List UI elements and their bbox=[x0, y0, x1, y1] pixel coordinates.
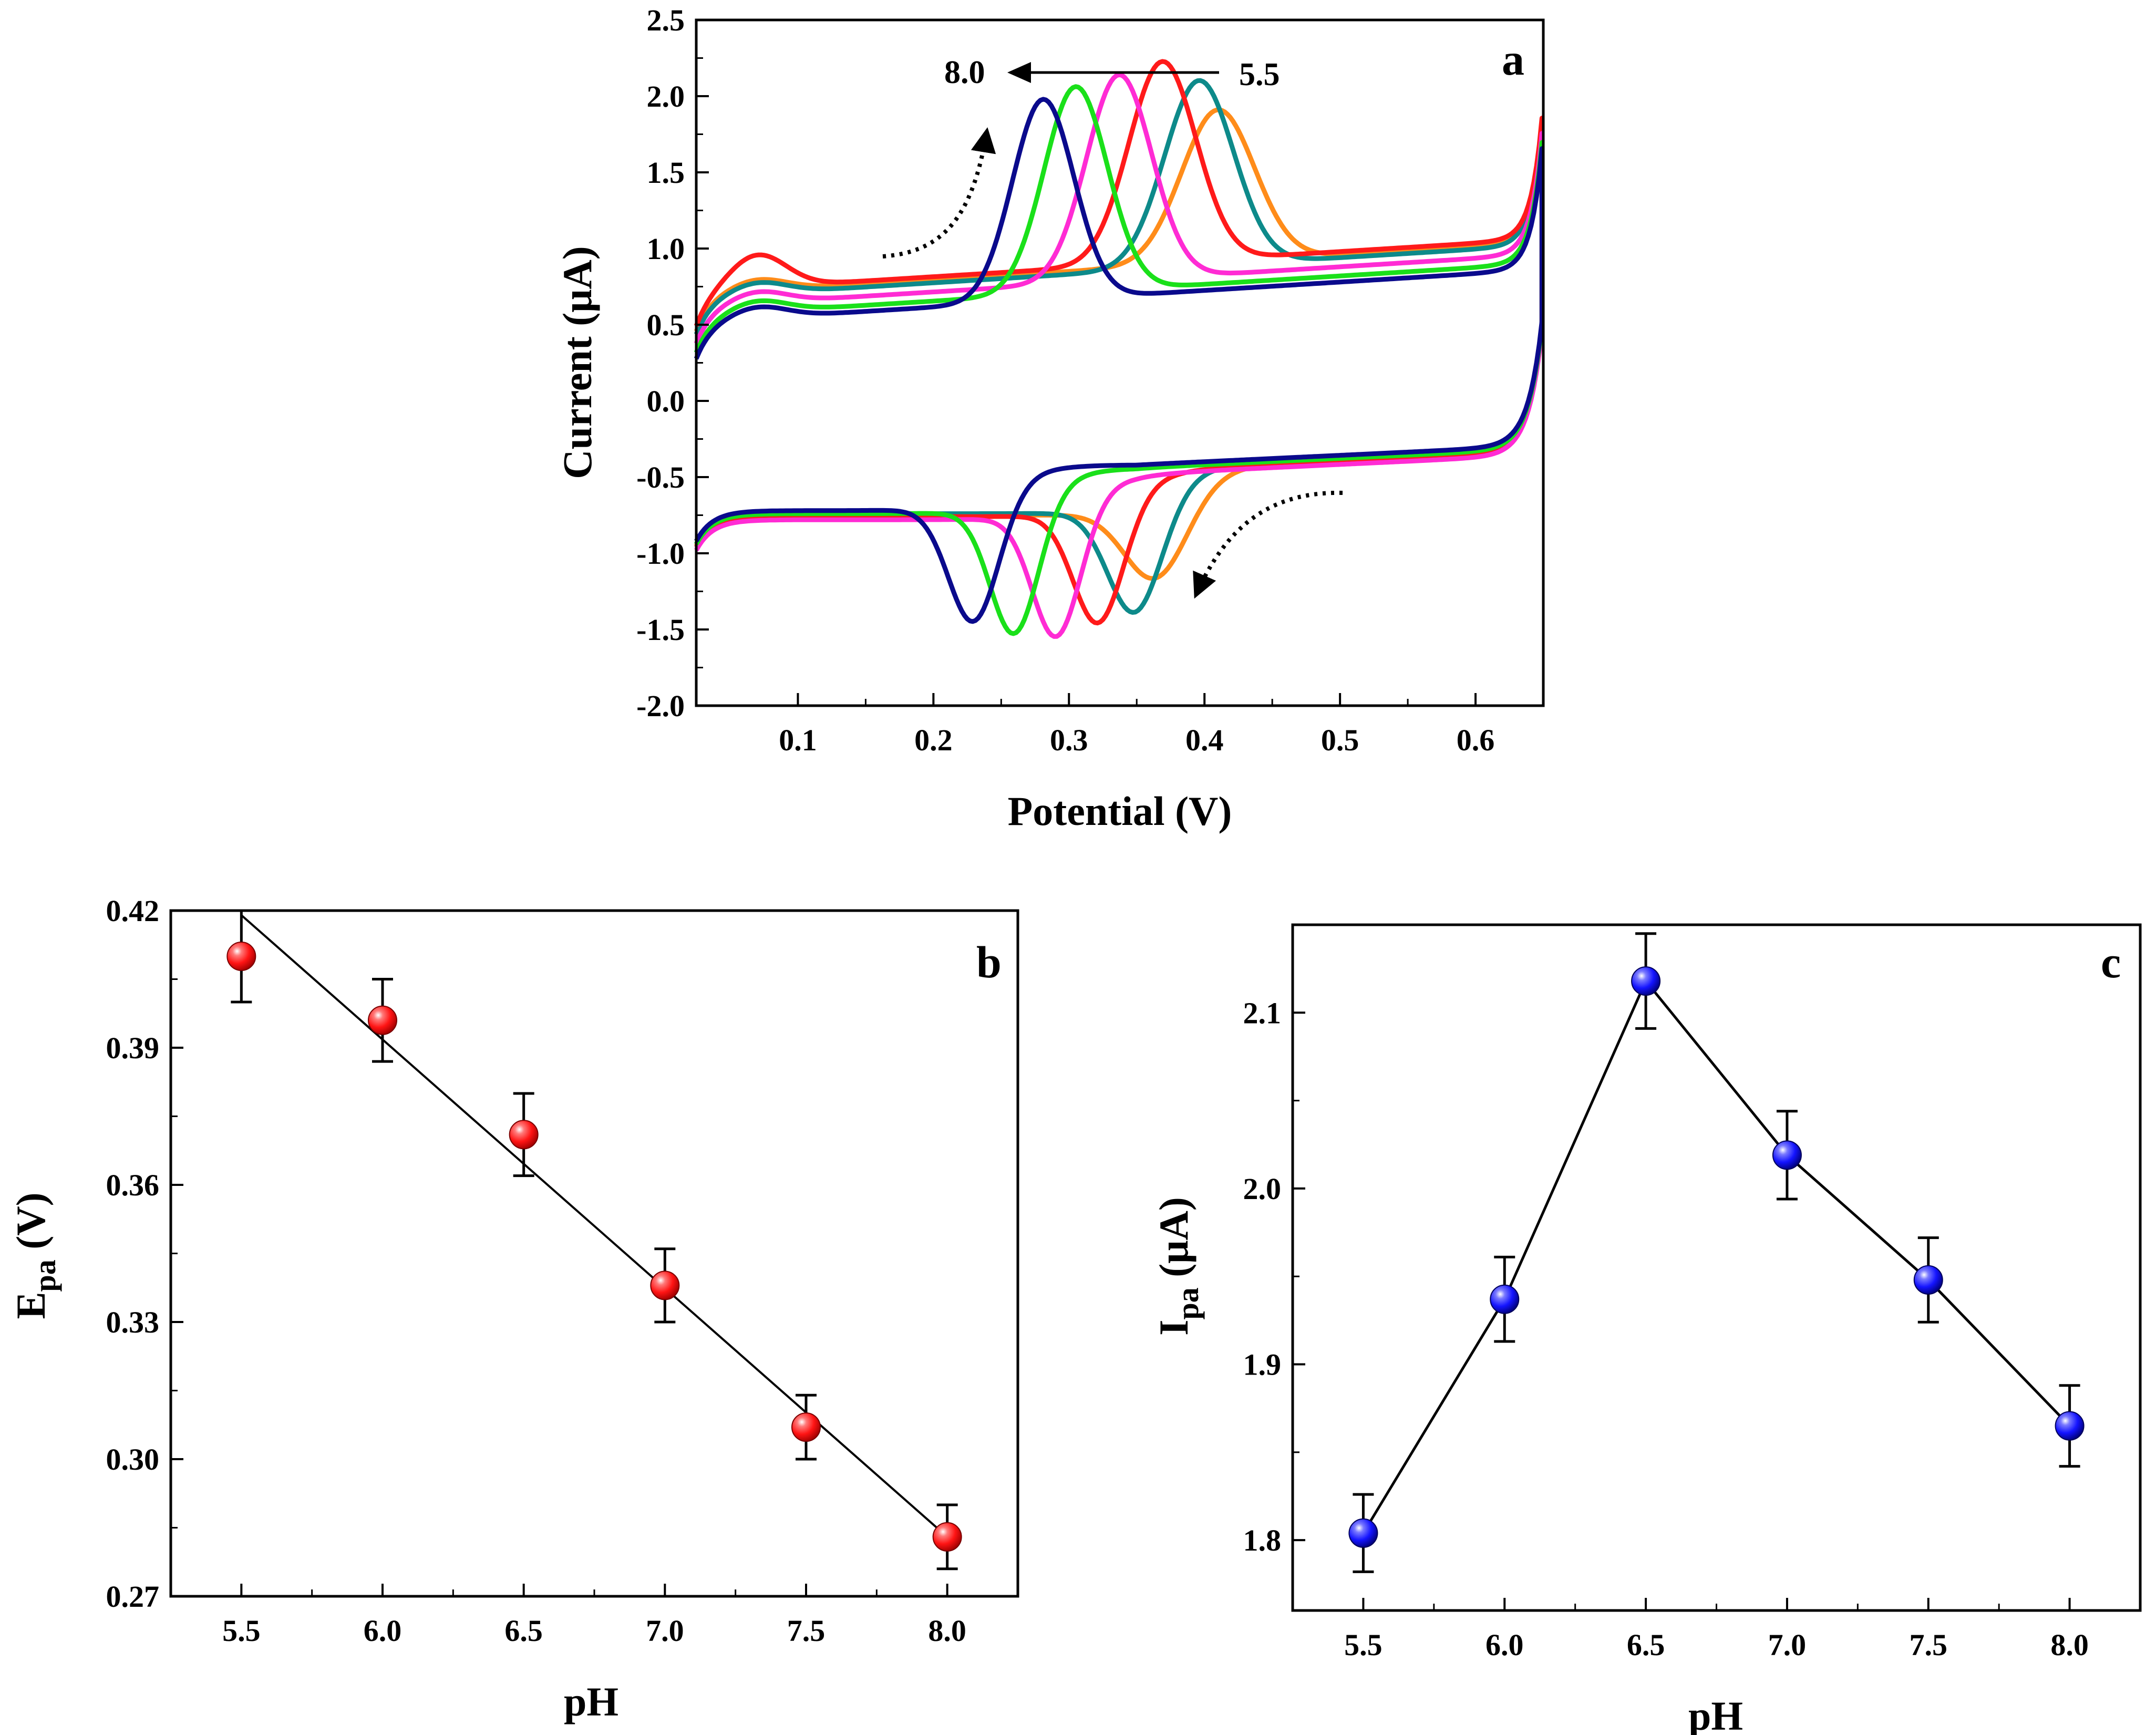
panel-b-data-point bbox=[226, 942, 256, 971]
panel-c-x-axis-title: pH bbox=[1688, 1693, 1743, 1735]
panel-b-y-tick-label: 0.36 bbox=[106, 1168, 160, 1202]
panel-a-y-tick-label: 1.0 bbox=[647, 232, 685, 266]
panel-c-y-title-suffix: A) bbox=[1151, 1197, 1196, 1240]
panel-b-x-tick-label: 7.5 bbox=[787, 1614, 826, 1648]
panel-c-y-title-prefix: ( bbox=[1151, 1264, 1196, 1287]
panel-a-x-tick-label: 0.5 bbox=[1321, 723, 1359, 757]
ph-start-label: 5.5 bbox=[1239, 57, 1280, 92]
panel-a-y-tick-label: 1.5 bbox=[647, 156, 685, 190]
panel-a-x-tick-label: 0.3 bbox=[1050, 723, 1088, 757]
panel-a-x-tick-label: 0.2 bbox=[914, 723, 953, 757]
panel-b-y-title-main: E bbox=[8, 1292, 54, 1319]
panel-b-y-title-suffix: (V) bbox=[8, 1192, 54, 1259]
cv-curve-ph-6-0 bbox=[694, 78, 1544, 615]
ph-end-label: 8.0 bbox=[944, 55, 985, 90]
panel-a-curves bbox=[694, 59, 1544, 639]
panel-c-ticks: 5.5 6.0 6.5 7.0 7.5 8.0 1.8 1.9 2.0 2.1 bbox=[1243, 996, 2089, 1662]
panel-a-x-tick-label: 0.6 bbox=[1457, 723, 1495, 757]
panel-b-y-tick-label: 0.39 bbox=[106, 1031, 160, 1065]
panel-c-x-tick-label: 6.0 bbox=[1486, 1628, 1524, 1662]
cathodic-scan-direction-arrow bbox=[1193, 490, 1343, 599]
panel-a-x-tick-label: 0.4 bbox=[1185, 723, 1224, 757]
panel-b-data-point bbox=[932, 1522, 962, 1552]
panel-c-y-title-main: I bbox=[1151, 1319, 1196, 1335]
panel-c-y-tick-label: 1.9 bbox=[1243, 1348, 1282, 1382]
panel-b-data-point bbox=[509, 1120, 539, 1150]
panel-c-data-point bbox=[1913, 1265, 1943, 1295]
panel-a-x-axis-title: Potential (V) bbox=[1008, 788, 1232, 834]
panel-b-data-point bbox=[650, 1271, 680, 1300]
panel-c-x-tick-label: 7.5 bbox=[1910, 1628, 1948, 1662]
panel-b-linear-fit-line bbox=[241, 914, 948, 1538]
panel-b-y-axis-title: Epa (V) bbox=[8, 1192, 62, 1319]
panel-b-x-tick-label: 8.0 bbox=[928, 1614, 966, 1648]
panel-a-y-title-mu: μ bbox=[554, 290, 600, 313]
panel-a-y-title-prefix: Current ( bbox=[554, 313, 600, 479]
panel-b-data bbox=[226, 909, 962, 1571]
panel-c-letter: c bbox=[2101, 937, 2121, 987]
panel-b-y-tick-label: 0.30 bbox=[106, 1442, 160, 1476]
panel-c-y-tick-label: 1.8 bbox=[1243, 1523, 1282, 1557]
panel-c-y-axis-title: Ipa (μA) bbox=[1151, 1197, 1205, 1336]
panel-b-data-point bbox=[791, 1412, 821, 1442]
panel-a-y-axis-title: Current (μA) bbox=[554, 246, 600, 479]
panel-c-y-title-mu: μ bbox=[1151, 1240, 1196, 1263]
panel-a-cyclic-voltammograms: 0.1 0.2 0.3 0.4 0.5 0.6 -2.0 -1.5 -1.0 -0.5 0.0 0.5… bbox=[554, 3, 1545, 834]
panel-c-x-tick-label: 7.0 bbox=[1768, 1628, 1807, 1662]
panel-a-x-tick-label: 0.1 bbox=[779, 723, 817, 757]
panel-b-ticks: 5.5 6.0 6.5 7.0 7.5 8.0 0.27 0.30 0.33 0.36 0.39 0.… bbox=[106, 894, 966, 1648]
panel-b-x-tick-label: 7.0 bbox=[646, 1614, 684, 1648]
panel-b-y-tick-label: 0.42 bbox=[106, 894, 160, 928]
panel-a-y-title-suffix: A) bbox=[554, 246, 600, 289]
panel-a-letter: a bbox=[1502, 34, 1524, 85]
panel-c-y-title-sub: pa bbox=[1171, 1287, 1205, 1319]
panel-c-data-point bbox=[1348, 1518, 1378, 1548]
panel-b-data-point bbox=[368, 1005, 397, 1035]
panel-a-y-tick-label: 2.5 bbox=[647, 3, 685, 37]
panel-c-plot-frame bbox=[1291, 923, 2142, 1612]
panel-b-x-tick-label: 6.0 bbox=[364, 1614, 402, 1648]
cv-curve-ph-6-5 bbox=[694, 59, 1544, 626]
panel-c-data-point bbox=[2055, 1411, 2085, 1441]
panel-a-y-tick-label: -0.5 bbox=[636, 460, 685, 494]
cv-curve-ph-7-0 bbox=[694, 72, 1544, 639]
panel-a-y-tick-label: 0.5 bbox=[647, 308, 685, 342]
panel-a-y-tick-label: -1.0 bbox=[636, 536, 685, 571]
panel-a-ticks: 0.1 0.2 0.3 0.4 0.5 0.6 -2.0 -1.5 -1.0 -0.5 0.0 0.5… bbox=[636, 3, 1494, 757]
panel-c-x-tick-label: 5.5 bbox=[1344, 1628, 1383, 1662]
panel-b-letter: b bbox=[976, 937, 1002, 987]
panel-b-x-tick-label: 5.5 bbox=[222, 1614, 261, 1648]
panel-b-y-tick-label: 0.27 bbox=[106, 1579, 160, 1614]
panel-c-data-point bbox=[1490, 1284, 1520, 1314]
panel-c-y-tick-label: 2.1 bbox=[1243, 996, 1282, 1030]
cv-curve-ph-7-5 bbox=[694, 84, 1544, 636]
panel-b-x-axis-title: pH bbox=[564, 1679, 618, 1724]
panel-c-data-point bbox=[1631, 966, 1661, 996]
panel-b-x-tick-label: 6.5 bbox=[504, 1614, 543, 1648]
panel-a-y-tick-label: 2.0 bbox=[647, 79, 685, 113]
panel-a-y-tick-label: -1.5 bbox=[636, 613, 685, 647]
panel-b-plot-frame bbox=[169, 909, 1019, 1598]
panel-a-y-tick-label: -2.0 bbox=[636, 689, 685, 723]
panel-c-x-tick-label: 8.0 bbox=[2050, 1628, 2089, 1662]
panel-c-x-tick-label: 6.5 bbox=[1627, 1628, 1665, 1662]
panel-c-peak-current-vs-ph: 5.5 6.0 6.5 7.0 7.5 8.0 1.8 1.9 2.0 2.1 c pH Ipa … bbox=[1151, 923, 2142, 1735]
anodic-scan-direction-arrow bbox=[882, 127, 996, 259]
panel-b-peak-potential-vs-ph: 5.5 6.0 6.5 7.0 7.5 8.0 0.27 0.30 0.33 0.36 0.39 0.… bbox=[8, 894, 1019, 1724]
panel-c-connecting-line bbox=[1362, 978, 2071, 1534]
panel-a-y-tick-label: 0.0 bbox=[647, 384, 685, 418]
cv-curve-ph-8-0 bbox=[694, 97, 1544, 624]
panel-c-data bbox=[1348, 932, 2085, 1573]
panel-c-y-tick-label: 2.0 bbox=[1243, 1172, 1282, 1206]
panel-b-y-title-sub: pa bbox=[28, 1259, 62, 1292]
panel-c-data-point bbox=[1772, 1140, 1802, 1170]
panel-b-y-tick-label: 0.33 bbox=[106, 1305, 160, 1339]
